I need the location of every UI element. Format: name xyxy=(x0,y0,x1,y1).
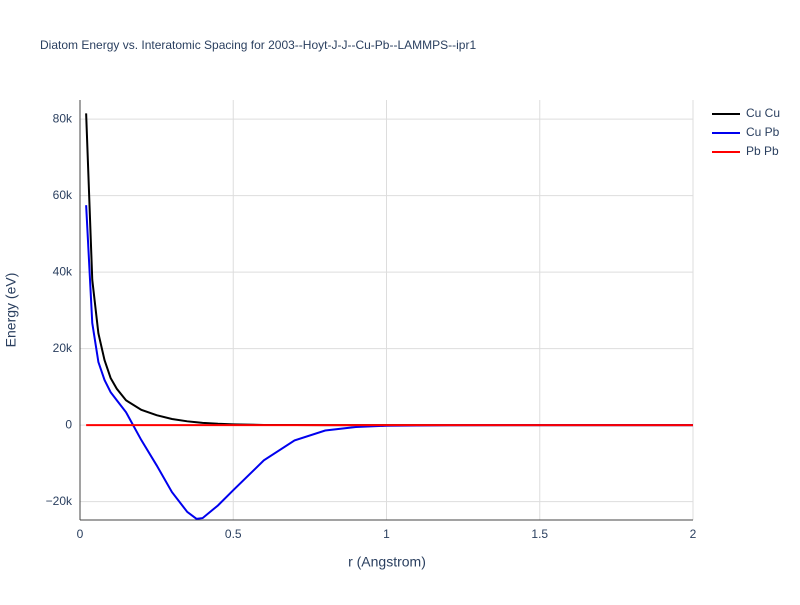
data-line xyxy=(85,113,693,427)
y-tick-label: 0 xyxy=(65,417,72,431)
y-tick-label: 80k xyxy=(53,111,73,125)
x-tick-label: 0 xyxy=(77,527,84,541)
y-axis-title: Energy (eV) xyxy=(3,273,19,348)
chart-title: Diatom Energy vs. Interatomic Spacing fo… xyxy=(40,38,476,52)
y-tick-label: 40k xyxy=(53,264,73,278)
x-tick-label: 1.5 xyxy=(531,527,548,541)
legend-label: Pb Pb xyxy=(746,144,779,158)
y-tick-label: −20k xyxy=(46,494,73,508)
legend-label: Cu Pb xyxy=(746,125,780,139)
x-axis-title: r (Angstrom) xyxy=(348,554,426,570)
legend-label: Cu Cu xyxy=(746,106,780,120)
x-tick-label: 2 xyxy=(690,527,697,541)
y-tick-label: 60k xyxy=(53,188,73,202)
x-tick-label: 1 xyxy=(383,527,390,541)
y-tick-label: 20k xyxy=(53,341,73,355)
x-tick-label: 0.5 xyxy=(225,527,242,541)
data-line xyxy=(85,205,693,520)
